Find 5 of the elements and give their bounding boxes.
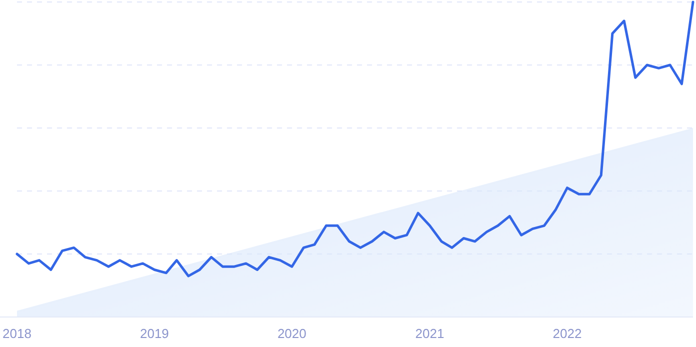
x-tick-label: 2022: [552, 326, 582, 341]
x-tick-label: 2018: [2, 326, 32, 341]
x-tick-label: 2019: [140, 326, 169, 341]
x-tick-label: 2020: [277, 326, 306, 341]
x-tick-label: 2021: [415, 326, 444, 341]
